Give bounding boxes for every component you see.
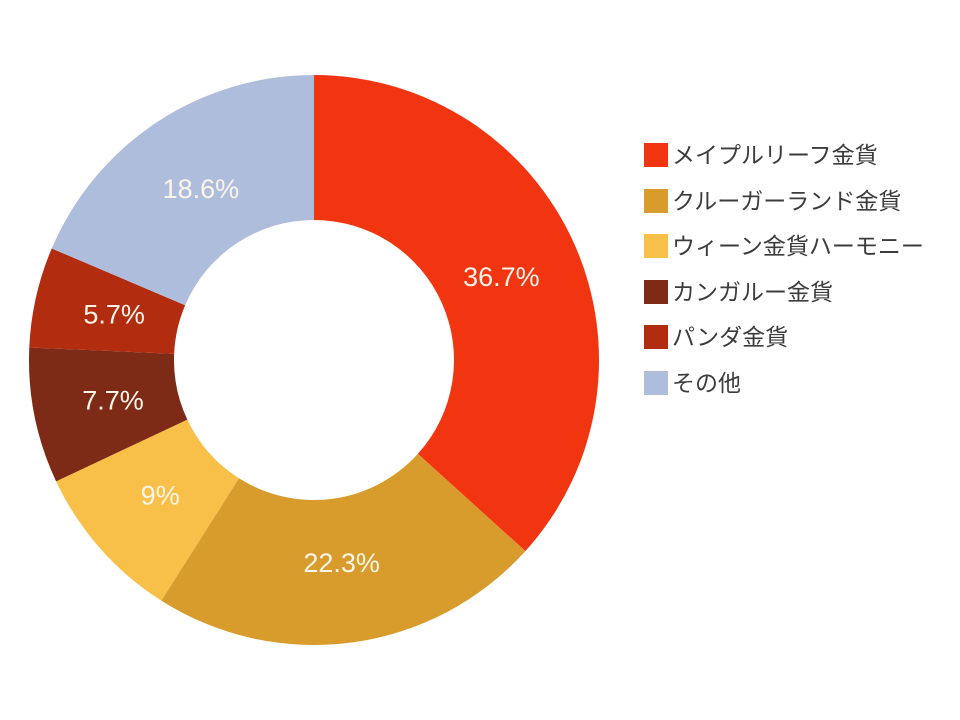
legend-swatch-icon (644, 325, 668, 349)
legend-item-2: クルーガーランド金貨 (644, 187, 924, 215)
legend-swatch-icon (644, 279, 668, 304)
legend-label: パンダ金貨 (672, 324, 789, 350)
legend-item-3: ウィーン金貨ハーモニー (644, 232, 924, 260)
data-label-5: 5.7% (83, 300, 145, 330)
data-label-2: 22.3% (303, 548, 380, 578)
pie-slice-6 (51, 74, 314, 306)
pie-slice-2 (161, 453, 526, 646)
pie-slice-1 (314, 75, 600, 552)
legend-swatch-icon (644, 234, 668, 258)
legend-label: ウィーン金貨ハーモニー (672, 233, 924, 259)
legend-item-6: その他 (644, 369, 924, 397)
legend-swatch-icon (644, 370, 668, 395)
legend-item-4: カンガルー金貨 (644, 278, 924, 306)
legend-item-1: メイプルリーフ金貨 (644, 141, 924, 169)
pie-slice-3 (56, 419, 239, 601)
legend-label: カンガルー金貨 (672, 278, 833, 305)
data-label-3: 9% (141, 481, 180, 511)
legend-label: その他 (672, 369, 741, 396)
legend-swatch-icon (644, 143, 668, 167)
legend-label: メイプルリーフ金貨 (672, 142, 878, 168)
legend-item-5: パンダ金貨 (644, 323, 924, 351)
legend-swatch-icon (644, 188, 668, 213)
data-label-4: 7.7% (82, 385, 144, 415)
chart-legend: メイプルリーフ金貨 クルーガーランド金貨 ウィーン金貨ハーモニー カンガルー金貨 パンダ… (644, 141, 924, 397)
legend-label: クルーガーランド金貨 (672, 187, 902, 214)
pie-slice-5 (29, 248, 186, 354)
data-label-6: 18.6% (163, 174, 240, 204)
data-label-1: 36.7% (463, 262, 540, 292)
pie-slice-4 (29, 347, 188, 482)
